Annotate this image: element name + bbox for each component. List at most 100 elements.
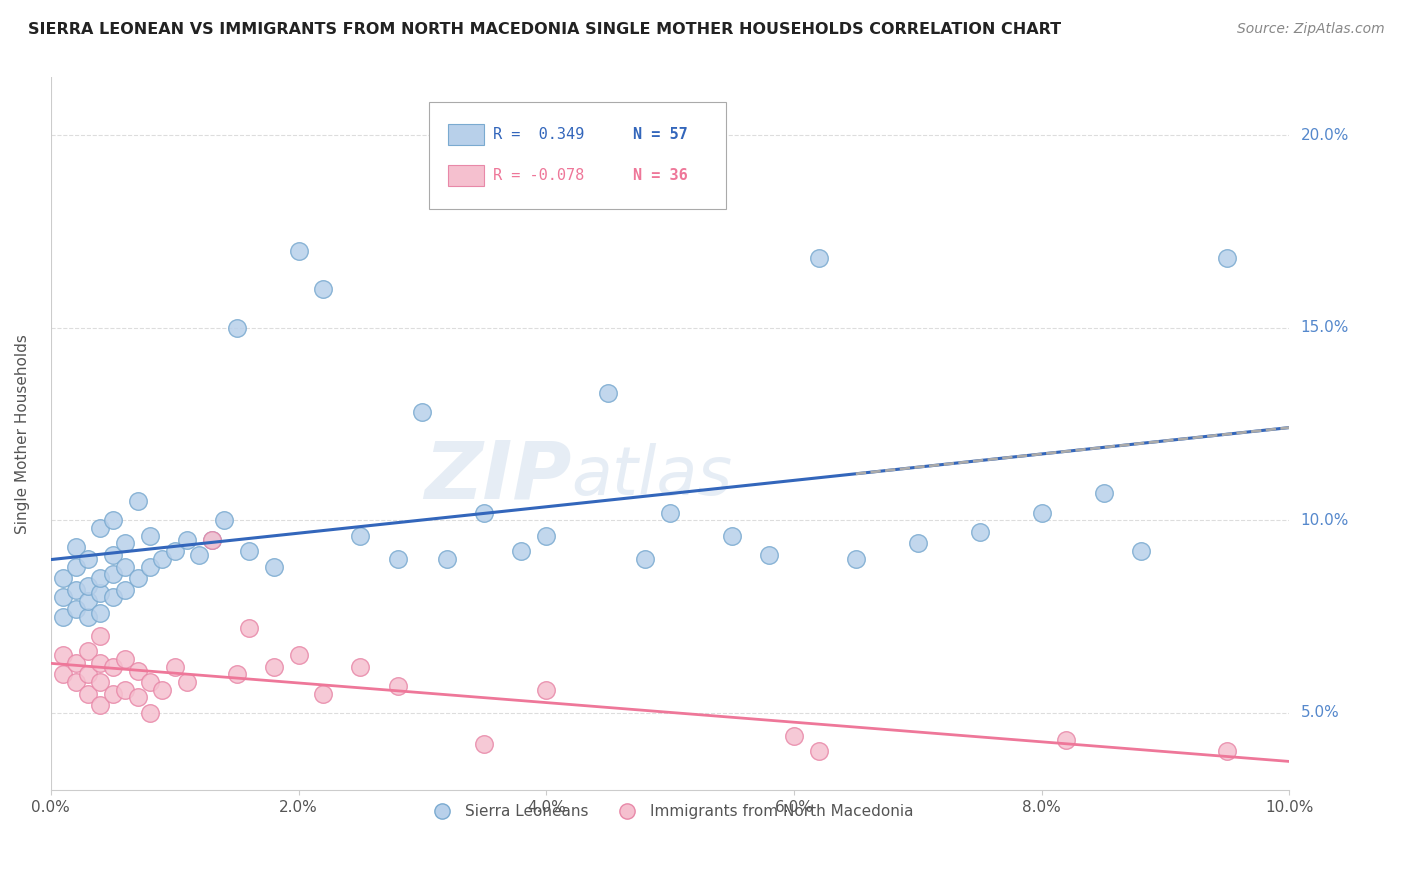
Point <box>89 656 111 670</box>
Point <box>101 659 124 673</box>
Point <box>176 675 198 690</box>
Point <box>472 506 495 520</box>
Point <box>65 582 87 597</box>
FancyBboxPatch shape <box>429 103 725 210</box>
Text: ZIP: ZIP <box>423 437 571 516</box>
Text: 10.0%: 10.0% <box>1301 513 1348 528</box>
Point <box>163 544 186 558</box>
Point <box>411 405 433 419</box>
Point <box>163 659 186 673</box>
Point <box>114 559 136 574</box>
Point <box>139 559 162 574</box>
Point <box>101 513 124 527</box>
Text: R =  0.349: R = 0.349 <box>494 127 585 142</box>
Point <box>65 602 87 616</box>
Point <box>176 533 198 547</box>
Point <box>807 744 830 758</box>
Point <box>312 282 335 296</box>
Point <box>150 682 173 697</box>
Point <box>536 529 558 543</box>
Point <box>77 551 100 566</box>
Point <box>52 667 75 681</box>
Text: N = 36: N = 36 <box>633 169 688 183</box>
Point <box>201 533 224 547</box>
Point <box>238 544 260 558</box>
Point <box>287 648 309 662</box>
Point <box>387 551 409 566</box>
Point <box>65 541 87 555</box>
Point <box>436 551 458 566</box>
Point <box>77 579 100 593</box>
Point <box>114 682 136 697</box>
Point <box>1216 744 1239 758</box>
Point <box>1129 544 1152 558</box>
Point <box>907 536 929 550</box>
Point <box>349 659 371 673</box>
Point <box>77 687 100 701</box>
Point <box>52 571 75 585</box>
Point <box>89 586 111 600</box>
Point <box>150 551 173 566</box>
Point <box>188 548 211 562</box>
Point <box>89 571 111 585</box>
Point <box>89 521 111 535</box>
Point <box>472 737 495 751</box>
Text: atlas: atlas <box>571 443 733 509</box>
Point <box>139 529 162 543</box>
Point <box>783 729 806 743</box>
Point <box>101 687 124 701</box>
FancyBboxPatch shape <box>449 165 484 186</box>
Point <box>225 320 247 334</box>
Point <box>77 609 100 624</box>
Point <box>758 548 780 562</box>
Point <box>127 664 149 678</box>
Text: SIERRA LEONEAN VS IMMIGRANTS FROM NORTH MACEDONIA SINGLE MOTHER HOUSEHOLDS CORRE: SIERRA LEONEAN VS IMMIGRANTS FROM NORTH … <box>28 22 1062 37</box>
Point <box>263 559 285 574</box>
Point <box>114 536 136 550</box>
Point <box>238 621 260 635</box>
Point <box>127 690 149 705</box>
Point <box>65 559 87 574</box>
Point <box>387 679 409 693</box>
Point <box>225 667 247 681</box>
Point <box>807 252 830 266</box>
Point <box>969 524 991 539</box>
Text: N = 57: N = 57 <box>633 127 688 142</box>
Point <box>263 659 285 673</box>
Point <box>127 494 149 508</box>
Point <box>65 656 87 670</box>
Point <box>89 606 111 620</box>
Text: 15.0%: 15.0% <box>1301 320 1348 335</box>
FancyBboxPatch shape <box>449 124 484 145</box>
Point <box>1054 732 1077 747</box>
Point <box>52 609 75 624</box>
Point <box>77 594 100 608</box>
Point <box>721 529 744 543</box>
Point <box>52 648 75 662</box>
Point <box>1031 506 1053 520</box>
Point <box>201 533 224 547</box>
Text: R = -0.078: R = -0.078 <box>494 169 585 183</box>
Point <box>287 244 309 258</box>
Point <box>212 513 235 527</box>
Y-axis label: Single Mother Households: Single Mother Households <box>15 334 30 533</box>
Point <box>101 567 124 582</box>
Point <box>52 591 75 605</box>
Point <box>1216 252 1239 266</box>
Point <box>139 675 162 690</box>
Point <box>845 551 868 566</box>
Point <box>77 644 100 658</box>
Point <box>127 571 149 585</box>
Text: 5.0%: 5.0% <box>1301 706 1339 721</box>
Point <box>114 652 136 666</box>
Text: 20.0%: 20.0% <box>1301 128 1348 143</box>
Point <box>349 529 371 543</box>
Point <box>114 582 136 597</box>
Point <box>1092 486 1115 500</box>
Point <box>89 698 111 713</box>
Point <box>510 544 533 558</box>
Point <box>89 629 111 643</box>
Legend: Sierra Leoneans, Immigrants from North Macedonia: Sierra Leoneans, Immigrants from North M… <box>420 797 920 825</box>
Point <box>101 548 124 562</box>
Point <box>101 591 124 605</box>
